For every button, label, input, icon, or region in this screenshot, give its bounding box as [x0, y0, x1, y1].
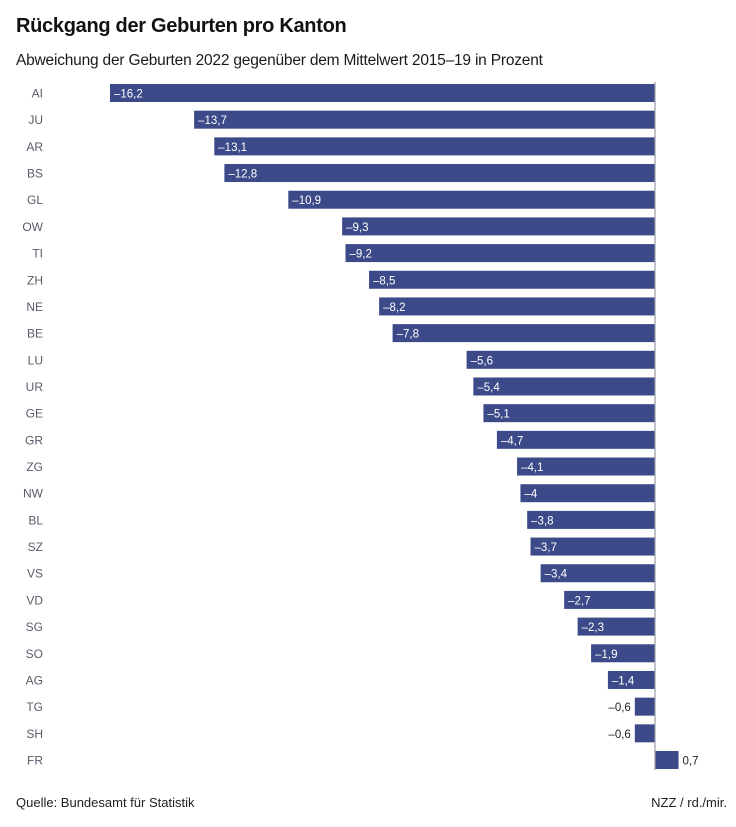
value-label: –10,9 — [292, 195, 321, 207]
value-label: –5,6 — [471, 355, 493, 367]
category-label: BE — [27, 327, 43, 341]
category-label: JU — [28, 113, 43, 127]
category-label: GL — [27, 193, 43, 207]
category-label: VD — [26, 593, 43, 607]
bar-ge — [483, 404, 655, 423]
value-label: –8,2 — [383, 302, 405, 314]
value-label: –1,4 — [612, 675, 635, 687]
value-label: 0,7 — [683, 756, 699, 768]
bar-ow — [342, 217, 655, 236]
bar-ne — [379, 297, 655, 316]
category-label: NE — [26, 300, 43, 314]
chart-subtitle: Abweichung der Geburten 2022 gegenüber d… — [16, 52, 543, 69]
value-label: –4,1 — [521, 462, 543, 474]
bar-vs — [540, 564, 655, 583]
bar-vd — [564, 590, 655, 609]
category-label: GR — [25, 433, 43, 447]
value-label: –3,4 — [545, 569, 568, 581]
category-label: UR — [26, 380, 44, 394]
value-label: –13,1 — [218, 142, 247, 154]
value-label: –9,2 — [349, 249, 371, 261]
category-label: AG — [26, 673, 43, 687]
category-label: NW — [23, 487, 44, 501]
category-label: SH — [26, 727, 43, 741]
value-label: –12,8 — [228, 169, 257, 181]
category-label: FR — [27, 754, 43, 768]
source-note: Quelle: Bundesamt für Statistik — [16, 795, 195, 810]
value-label: –13,7 — [198, 115, 227, 127]
category-label: TG — [26, 700, 43, 714]
category-label: SG — [26, 620, 43, 634]
category-label: VS — [27, 567, 43, 581]
value-label: –5,4 — [477, 382, 500, 394]
bar-bs — [224, 164, 655, 183]
category-label: SZ — [28, 540, 43, 554]
bar-tg — [634, 697, 655, 716]
bar-sh — [634, 724, 655, 743]
bar-sz — [530, 537, 655, 556]
bar-ti — [345, 244, 655, 263]
bar-nw — [520, 484, 655, 503]
bar-fr — [655, 751, 679, 769]
value-label: –3,8 — [531, 515, 553, 527]
value-label: –0,6 — [608, 729, 630, 741]
bar-zg — [517, 457, 655, 476]
bar-bl — [527, 510, 655, 529]
category-label: BS — [27, 167, 43, 181]
bar-gr — [496, 430, 655, 449]
value-label: –1,9 — [595, 649, 617, 661]
category-label: BL — [28, 513, 43, 527]
value-label: –5,1 — [487, 409, 509, 421]
bar-ag — [607, 670, 655, 689]
bar-be — [392, 324, 655, 343]
bar-ai — [110, 84, 655, 102]
category-label: AR — [26, 140, 43, 154]
value-label: –2,3 — [582, 622, 604, 634]
credit-note: NZZ / rd./mir. — [651, 795, 727, 810]
value-label: –2,7 — [568, 595, 590, 607]
bar-ju — [194, 110, 656, 129]
bar-sg — [577, 617, 655, 636]
category-label: AI — [32, 87, 43, 101]
value-label: –4,7 — [501, 435, 523, 447]
value-label: –16,2 — [114, 89, 143, 101]
bar-gl — [288, 190, 655, 209]
value-label: –7,8 — [397, 329, 419, 341]
category-label: TI — [32, 247, 43, 261]
bar-lu — [466, 350, 655, 369]
value-label: –9,3 — [346, 222, 368, 234]
category-label: ZH — [27, 273, 43, 287]
bar-so — [591, 644, 655, 663]
category-label: OW — [22, 220, 43, 234]
value-label: –8,5 — [373, 275, 395, 287]
category-label: LU — [28, 353, 43, 367]
bar-ur — [473, 377, 655, 396]
category-label: ZG — [26, 460, 43, 474]
bar-zh — [369, 270, 655, 289]
category-label: GE — [26, 407, 43, 421]
category-label: SO — [26, 647, 43, 661]
value-label: –3,7 — [535, 542, 557, 554]
value-label: –0,6 — [608, 702, 630, 714]
chart-title: Rückgang der Geburten pro Kanton — [16, 15, 347, 37]
value-label: –4 — [524, 489, 537, 501]
bar-ar — [214, 137, 655, 156]
